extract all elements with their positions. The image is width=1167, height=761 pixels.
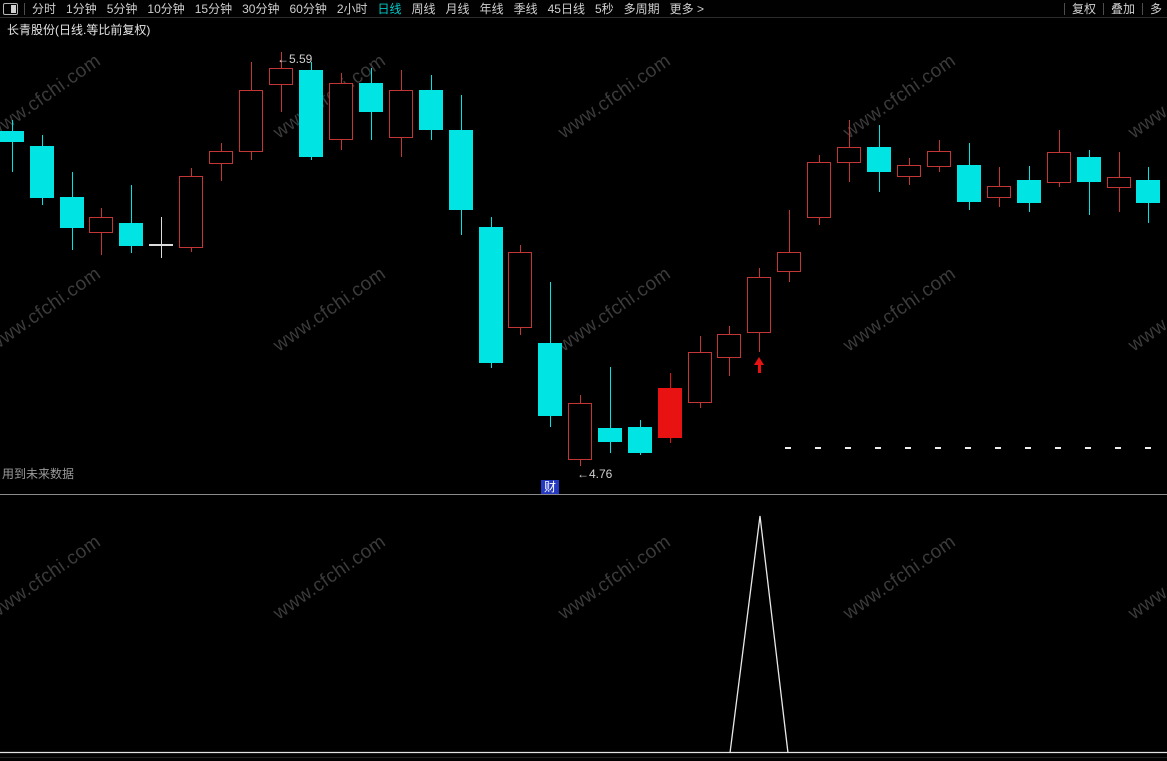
- menu-item-8[interactable]: 日线: [377, 2, 402, 16]
- indicator-dash: [815, 447, 821, 449]
- low-price-annotation: ←4.76: [577, 467, 613, 481]
- menu-item-15[interactable]: 多周期: [623, 2, 660, 16]
- buy-signal-arrow-icon: [754, 357, 764, 365]
- candle-doji: [149, 244, 173, 246]
- menubar-right-group: 复权 叠加多: [1062, 0, 1167, 17]
- candle-down: [957, 165, 981, 202]
- menu-item-0[interactable]: 分时: [32, 2, 57, 16]
- candle-wick: [1088, 150, 1090, 215]
- window-panel-icon[interactable]: [3, 2, 18, 15]
- candle-down: [119, 223, 143, 246]
- indicator-dash: [1025, 447, 1031, 449]
- candle-down: [299, 70, 323, 157]
- sub-indicator-spike: [729, 515, 789, 754]
- indicator-badge[interactable]: 财: [541, 480, 560, 494]
- candle-down: [0, 131, 24, 142]
- indicator-dash: [935, 447, 941, 449]
- candle-up: [807, 162, 831, 218]
- candle-down: [60, 197, 84, 228]
- menu-right-item-2[interactable]: 多: [1149, 2, 1162, 16]
- menu-item-13[interactable]: 45日线: [547, 2, 585, 16]
- candle-up: [777, 252, 801, 272]
- indicator-dash: [1145, 447, 1151, 449]
- candle-down: [1136, 180, 1160, 203]
- candle-down: [628, 427, 652, 453]
- menu-item-2[interactable]: 5分钟: [106, 2, 138, 16]
- menu-item-6[interactable]: 60分钟: [289, 2, 327, 16]
- menu-item-7[interactable]: 2小时: [336, 2, 368, 16]
- candle-up: [1047, 152, 1071, 183]
- candle-up: [897, 165, 921, 177]
- candle-up: [508, 252, 532, 328]
- indicator-dash: [1115, 447, 1121, 449]
- candle-up: [717, 334, 741, 358]
- candle-up: [568, 403, 592, 460]
- menu-item-9[interactable]: 周线: [411, 2, 436, 16]
- candle-up: [927, 151, 951, 167]
- candle-down: [867, 147, 891, 172]
- candle-down: [479, 227, 503, 363]
- menu-right-item-1[interactable]: 叠加: [1110, 2, 1135, 16]
- candle-wick: [609, 367, 611, 453]
- indicator-dash: [845, 447, 851, 449]
- candle-down: [598, 428, 622, 442]
- candle-wick: [130, 185, 132, 253]
- menu-item-1[interactable]: 1分钟: [66, 2, 97, 16]
- chart-title: 长青股份(日线.等比前复权): [7, 23, 151, 37]
- period-menubar: 分时 1分钟 5分钟 10分钟 15分钟 30分钟 60分钟 2小时 日线 周线 月线 年线 季线 45日…: [0, 0, 1167, 18]
- candle-up: [837, 147, 861, 163]
- candle-up: [89, 217, 113, 233]
- candle-up: [389, 90, 413, 138]
- candle-up: [987, 186, 1011, 198]
- indicator-dash: [965, 447, 971, 449]
- candle-down: [419, 90, 443, 130]
- menu-item-4[interactable]: 15分钟: [194, 2, 233, 16]
- menu-divider: [1063, 2, 1065, 15]
- menu-divider: [24, 2, 25, 15]
- candle-up_filled: [658, 388, 682, 438]
- future-data-warning: 用到未来数据: [2, 467, 75, 481]
- candle-wick: [788, 210, 790, 282]
- indicator-dash: [785, 447, 791, 449]
- candle-up: [329, 83, 353, 140]
- panel-divider[interactable]: [0, 494, 1167, 495]
- candle-wick: [11, 120, 13, 172]
- bottom-divider: [0, 757, 1167, 758]
- candle-up: [239, 90, 263, 152]
- high-price-annotation: ←5.59: [277, 52, 313, 66]
- candle-down: [1077, 157, 1101, 182]
- candle-down: [359, 83, 383, 112]
- buy-signal-arrow-icon: [757, 365, 761, 373]
- candle-down: [1017, 180, 1041, 203]
- menu-divider: [1141, 2, 1143, 15]
- menu-item-5[interactable]: 30分钟: [242, 2, 280, 16]
- menu-item-11[interactable]: 年线: [479, 2, 504, 16]
- menu-right-item-0[interactable]: 复权: [1071, 2, 1096, 16]
- menu-item-10[interactable]: 月线: [445, 2, 470, 16]
- candle-up: [1107, 177, 1131, 188]
- candle-down: [30, 146, 54, 198]
- indicator-dash: [1085, 447, 1091, 449]
- menu-item-12[interactable]: 季线: [513, 2, 538, 16]
- indicator-dash: [875, 447, 881, 449]
- candle-down: [538, 343, 562, 416]
- candle-up: [747, 277, 771, 333]
- indicator-dash: [995, 447, 1001, 449]
- menu-divider: [1102, 2, 1104, 15]
- candle-up: [179, 176, 203, 248]
- menu-item-16[interactable]: 更多 >: [669, 2, 704, 16]
- candle-up: [688, 352, 712, 403]
- candle-up: [269, 68, 293, 85]
- indicator-dash: [905, 447, 911, 449]
- menu-item-3[interactable]: 10分钟: [147, 2, 185, 16]
- candle-wick: [160, 217, 162, 258]
- candle-down: [449, 130, 473, 210]
- candle-up: [209, 151, 233, 164]
- menu-item-14[interactable]: 5秒: [594, 2, 614, 16]
- indicator-dash: [1055, 447, 1061, 449]
